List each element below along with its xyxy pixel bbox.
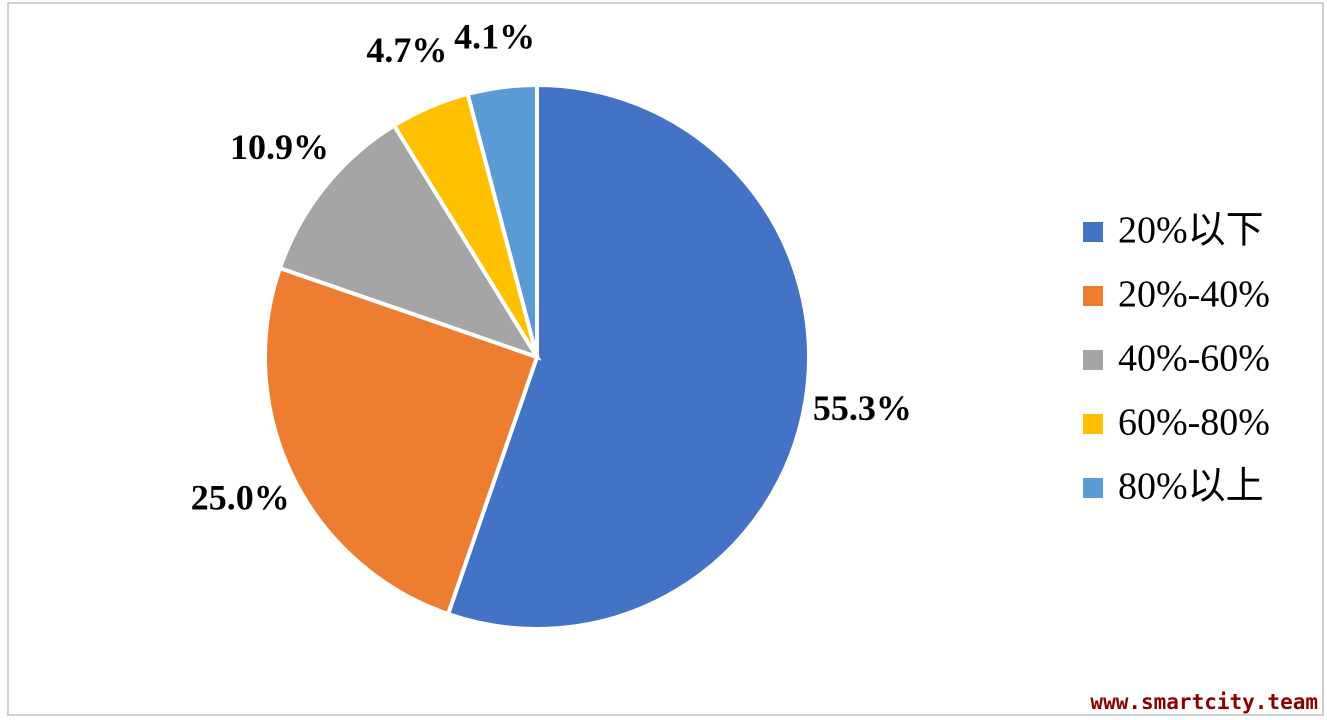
legend-swatch	[1083, 414, 1103, 434]
legend-swatch	[1083, 286, 1103, 306]
legend-label: 20%以下	[1118, 210, 1264, 252]
pie-slice	[465, 82, 539, 358]
data-label: 4.1%	[454, 16, 535, 56]
legend-label: 40%-60%	[1118, 338, 1270, 380]
legend-swatch	[1083, 350, 1103, 370]
pie-slice	[263, 265, 540, 617]
data-label: 55.3%	[813, 388, 912, 428]
data-label: 25.0%	[191, 478, 290, 518]
legend-label: 20%-40%	[1118, 274, 1270, 316]
legend-swatch	[1083, 478, 1103, 498]
legend-label: 80%以上	[1118, 466, 1264, 508]
data-label: 4.7%	[366, 30, 447, 70]
watermark: www.smartcity.team	[1090, 690, 1318, 714]
legend-swatch	[1083, 222, 1103, 242]
legend-label: 60%-80%	[1118, 402, 1270, 444]
data-label: 10.9%	[230, 127, 329, 167]
pie-slice	[277, 122, 542, 361]
